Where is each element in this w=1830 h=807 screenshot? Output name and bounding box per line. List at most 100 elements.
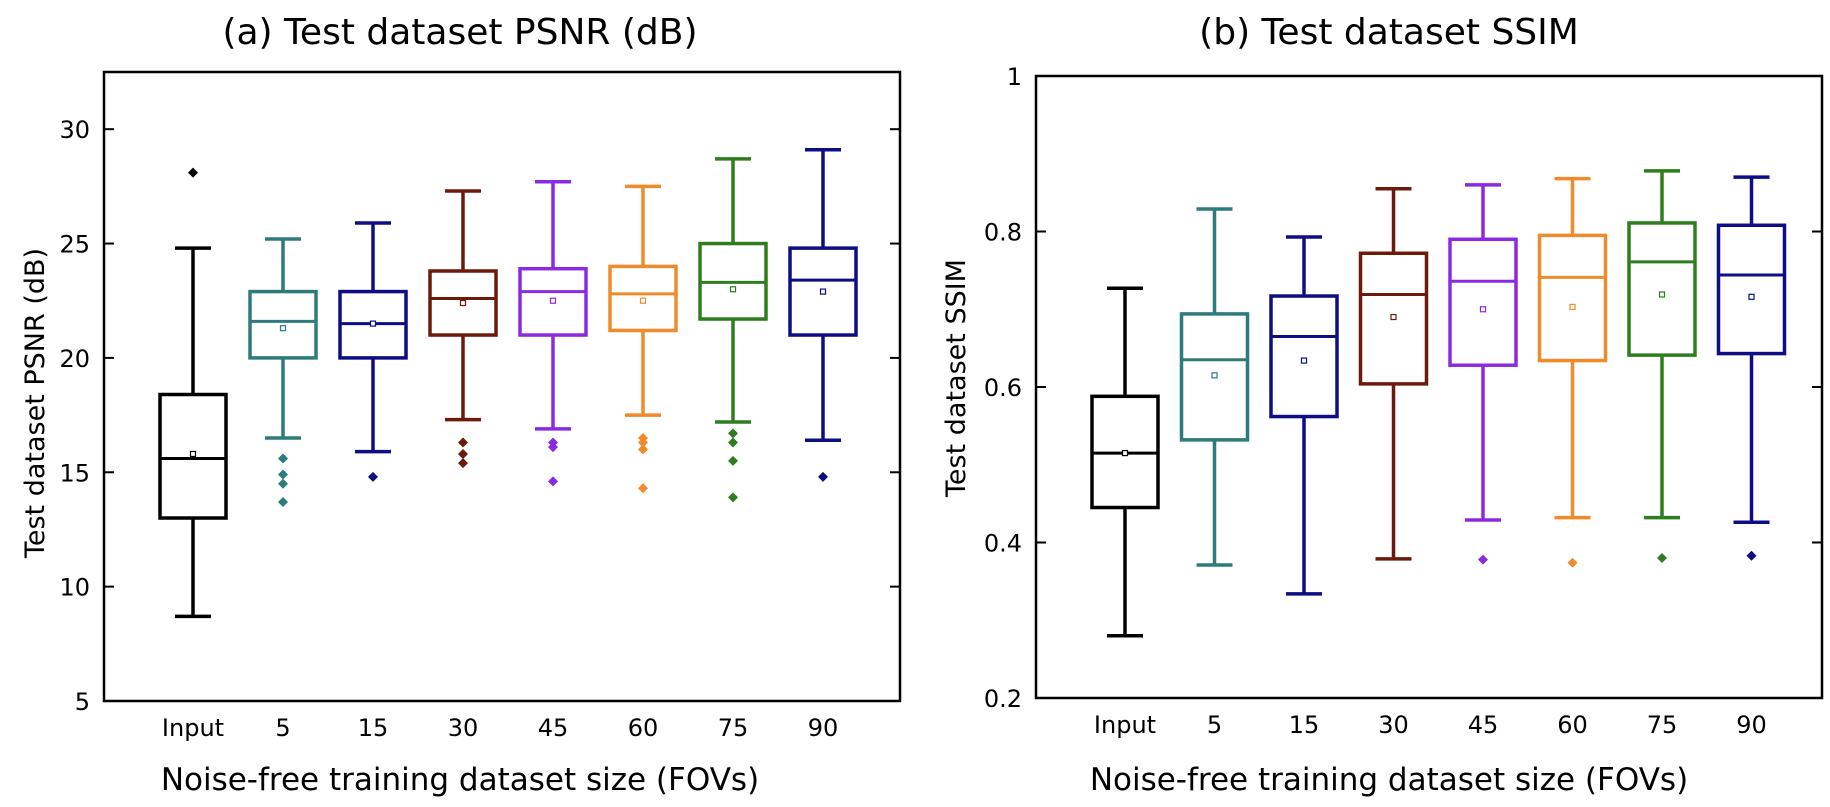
- box-60: [608, 184, 678, 494]
- x-tick-label: 30: [448, 714, 479, 742]
- mean-marker: [639, 297, 647, 304]
- box-45: [518, 180, 588, 487]
- mean-marker: [279, 325, 287, 332]
- outlier-point: [548, 476, 558, 487]
- x-tick-label: 5: [275, 714, 290, 742]
- outlier-point: [818, 471, 828, 482]
- mean-marker: [1121, 449, 1129, 457]
- mean-marker: [819, 288, 827, 295]
- box-90: [788, 148, 858, 482]
- x-tick-label: 15: [1289, 711, 1320, 739]
- plot-frame: [1034, 74, 1824, 700]
- box-90: [1716, 175, 1787, 561]
- y-tick-label: 1: [1007, 63, 1022, 91]
- y-axis-label: Test dataset SSIM: [941, 259, 972, 498]
- y-tick-label: 0.6: [984, 374, 1022, 402]
- x-axis-label: Noise-free training dataset size (FOVs): [161, 762, 759, 798]
- chart-panel-psnr: (a) Test dataset PSNR (dB) Noise-free tr…: [20, 12, 902, 798]
- y-axis-label: Test dataset PSNR (dB): [20, 248, 51, 559]
- mean-marker: [189, 450, 197, 458]
- x-tick-label: 5: [1207, 711, 1222, 739]
- outlier-point: [728, 428, 738, 439]
- outlier-point: [1478, 554, 1488, 565]
- x-tick-label: 45: [1468, 711, 1499, 739]
- box-30: [1358, 186, 1429, 561]
- x-tick-label: 30: [1378, 711, 1409, 739]
- y-tick-label: 0.2: [984, 685, 1022, 713]
- box-15: [1269, 235, 1339, 596]
- box-5: [248, 237, 318, 508]
- outlier-point: [638, 483, 648, 494]
- mean-marker: [729, 286, 737, 293]
- box-30: [428, 189, 498, 469]
- y-tick-label: 10: [59, 574, 90, 602]
- x-tick-label: 45: [538, 714, 569, 742]
- outlier-point: [278, 478, 288, 489]
- box-45: [1448, 183, 1518, 565]
- chart-title: (a) Test dataset PSNR (dB): [222, 12, 697, 53]
- outlier-point: [278, 453, 288, 464]
- mean-marker: [369, 320, 377, 327]
- mean-marker: [1748, 293, 1755, 300]
- x-tick-label: 15: [358, 714, 389, 742]
- box-60: [1537, 176, 1608, 568]
- box-15: [338, 221, 408, 482]
- x-tick-label: 75: [718, 714, 749, 742]
- plot-area: 5 10 15 20 25 30 Input 5 15 30 45 60 75 90: [59, 70, 902, 742]
- mean-marker: [1479, 306, 1487, 313]
- mean-marker: [459, 299, 467, 307]
- outlier-point: [278, 469, 288, 480]
- y-tick-label: 0.4: [984, 530, 1022, 558]
- mean-marker: [1658, 291, 1666, 298]
- outlier-point: [188, 167, 198, 178]
- box-75: [1627, 169, 1697, 564]
- outlier-point: [278, 497, 288, 508]
- box-iqr: [248, 289, 318, 360]
- y-tick-label: 30: [59, 116, 90, 144]
- outlier-point: [458, 437, 468, 448]
- y-tick-label: 20: [59, 345, 90, 373]
- outlier-point: [728, 437, 738, 448]
- mean-marker: [1300, 357, 1308, 364]
- x-tick-label: 90: [808, 714, 839, 742]
- chart-title: (b) Test dataset SSIM: [1199, 12, 1579, 53]
- y-tick-label: 25: [59, 231, 90, 259]
- outlier-point: [1657, 553, 1667, 564]
- x-tick-label: Input: [1094, 711, 1156, 739]
- box-iqr: [1627, 221, 1697, 357]
- y-tick-label: 5: [75, 688, 90, 716]
- chart-panel-ssim: (b) Test dataset SSIM Noise-free trainin…: [941, 12, 1824, 798]
- outlier-point: [728, 492, 738, 503]
- x-tick-label: Input: [162, 714, 224, 742]
- box-5: [1179, 207, 1250, 567]
- box-Input: [1090, 286, 1160, 638]
- outlier-point: [1746, 550, 1757, 561]
- outlier-point: [638, 444, 648, 455]
- x-tick-label: 60: [1557, 711, 1588, 739]
- box-iqr: [1537, 233, 1608, 363]
- box-iqr: [1269, 294, 1339, 419]
- outlier-point: [638, 437, 648, 448]
- outlier-point: [458, 448, 468, 459]
- y-tick-label: 15: [59, 459, 90, 487]
- mean-marker: [549, 297, 557, 304]
- mean-marker: [1390, 313, 1397, 321]
- outlier-point: [728, 455, 738, 466]
- x-tick-label: 60: [628, 714, 659, 742]
- outlier-point: [368, 471, 378, 482]
- mean-marker: [1211, 372, 1218, 379]
- x-axis-label: Noise-free training dataset size (FOVs): [1090, 762, 1688, 798]
- outlier-point: [458, 458, 468, 469]
- box-iqr: [1716, 223, 1787, 356]
- box-75: [698, 157, 768, 503]
- plot-frame: [102, 70, 902, 703]
- x-tick-label: 75: [1647, 711, 1678, 739]
- box-Input: [158, 167, 228, 619]
- plot-area: 0.2 0.4 0.6 0.8 1 Input 5 15 30 45 60 75 90: [984, 63, 1824, 739]
- outlier-point: [548, 442, 558, 453]
- y-tick-label: 0.8: [984, 219, 1022, 247]
- outlier-point: [1567, 557, 1578, 568]
- x-tick-label: 90: [1736, 711, 1767, 739]
- box-iqr: [1448, 237, 1518, 367]
